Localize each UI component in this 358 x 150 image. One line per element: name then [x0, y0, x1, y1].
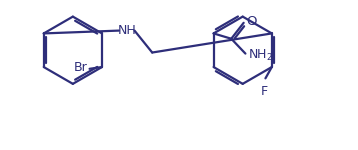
Text: NH: NH: [117, 24, 136, 37]
Text: NH$_2$: NH$_2$: [247, 48, 272, 63]
Text: Br: Br: [73, 61, 87, 74]
Text: O: O: [246, 15, 256, 28]
Text: F: F: [261, 85, 267, 98]
